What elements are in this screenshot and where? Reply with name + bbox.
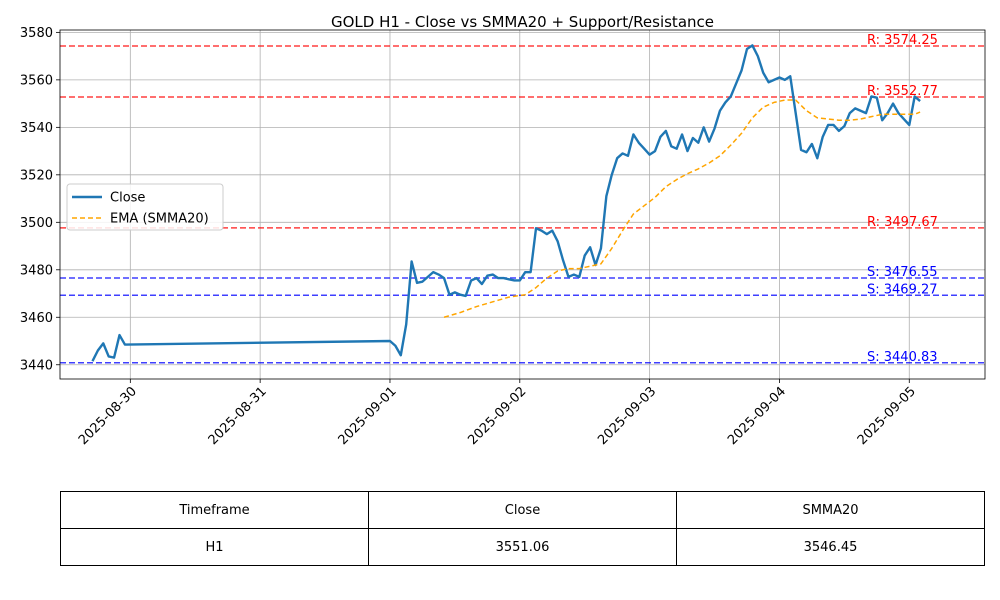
legend-label: EMA (SMMA20) bbox=[110, 212, 209, 227]
y-tick-label: 3480 bbox=[20, 263, 53, 278]
x-tick-label: 2025-08-30 bbox=[76, 384, 140, 448]
y-tick-label: 3440 bbox=[20, 358, 53, 373]
x-tick-label: 2025-08-31 bbox=[206, 384, 270, 448]
legend-label: Close bbox=[110, 191, 145, 206]
plot-frame bbox=[59, 29, 986, 380]
chart-title: GOLD H1 - Close vs SMMA20 + Support/Resi… bbox=[331, 13, 714, 31]
resistance-level-label: R: 3497.67 bbox=[867, 215, 938, 230]
resistance-level-label: R: 3552.77 bbox=[867, 84, 938, 99]
y-tick-label: 3460 bbox=[20, 311, 53, 326]
x-tick-label: 2025-09-03 bbox=[595, 384, 659, 448]
resistance-level-label: R: 3574.25 bbox=[867, 33, 938, 48]
legend-box bbox=[66, 183, 224, 231]
support-level-label: S: 3476.55 bbox=[867, 265, 938, 280]
y-tick-label: 3500 bbox=[20, 216, 53, 231]
y-tick-label: 3580 bbox=[20, 26, 53, 41]
table-row: H1 3551.06 3546.45 bbox=[60, 528, 985, 566]
table-cell-timeframe: H1 bbox=[60, 528, 369, 566]
support-level-label: S: 3469.27 bbox=[867, 282, 938, 297]
summary-table: Timeframe Close SMMA20 H1 3551.06 3546.4… bbox=[60, 491, 985, 566]
series-line-ema-smma20 bbox=[443, 99, 921, 318]
table-cell-close: 3551.06 bbox=[368, 528, 677, 566]
x-tick-label: 2025-09-04 bbox=[725, 384, 789, 448]
x-tick-label: 2025-09-02 bbox=[465, 384, 529, 448]
table-header-row: Timeframe Close SMMA20 bbox=[60, 491, 985, 529]
chart: GOLD H1 - Close vs SMMA20 + Support/Resi… bbox=[20, 13, 986, 448]
x-tick-label: 2025-09-05 bbox=[855, 384, 919, 448]
table-header-cell: Close bbox=[368, 491, 677, 529]
support-level-label: S: 3440.83 bbox=[867, 350, 938, 365]
y-tick-label: 3540 bbox=[20, 121, 53, 136]
y-tick-label: 3560 bbox=[20, 73, 53, 88]
y-tick-label: 3520 bbox=[20, 168, 53, 183]
table-header-cell: SMMA20 bbox=[676, 491, 985, 529]
table-cell-smma20: 3546.45 bbox=[676, 528, 985, 566]
x-tick-label: 2025-09-01 bbox=[336, 384, 400, 448]
series-line-close bbox=[91, 44, 921, 362]
table-header-cell: Timeframe bbox=[60, 491, 369, 529]
